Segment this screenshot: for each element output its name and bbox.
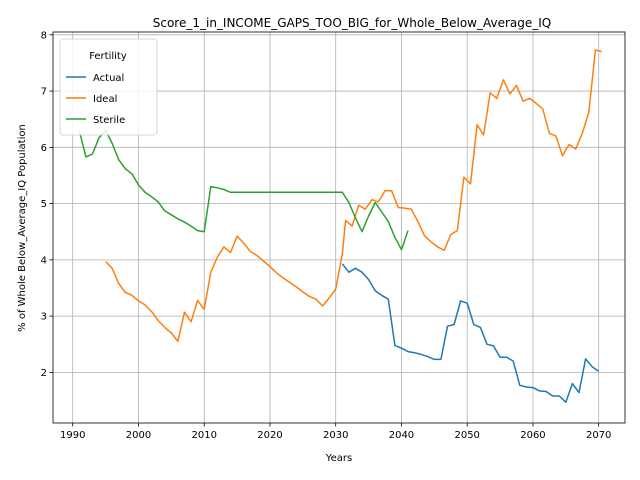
series-line-ideal [105, 49, 603, 343]
x-axis-label: Years [325, 453, 352, 464]
legend-box [59, 38, 158, 136]
series-lines [78, 49, 603, 403]
x-tick-label: 2010 [191, 430, 216, 441]
legend-label-ideal: Ideal [93, 94, 117, 105]
legend-label-actual: Actual [93, 73, 124, 84]
series-line-sterile [78, 129, 409, 251]
x-tick-label: 2040 [389, 430, 414, 441]
y-tick-label: 7 [41, 87, 47, 98]
y-tick-label: 2 [41, 368, 47, 379]
chart-title: Score_1_in_INCOME_GAPS_TOO_BIG_for_Whole… [153, 16, 552, 30]
y-tick-label: 5 [41, 199, 47, 210]
legend: Fertility Actual Ideal Sterile [59, 38, 158, 136]
y-tick-label: 3 [41, 312, 47, 323]
legend-items: Actual Ideal Sterile [66, 73, 125, 126]
y-tick-label: 8 [41, 30, 47, 41]
x-tick-label: 2060 [520, 430, 545, 441]
y-axis-ticks: 2 3 4 5 6 7 8 [41, 30, 53, 379]
legend-title: Fertility [89, 51, 127, 62]
x-axis-ticks: 1990 2000 2010 2020 2030 2040 2050 2060 2070 [60, 423, 611, 441]
legend-label-sterile: Sterile [93, 115, 125, 126]
plot-frame [52, 31, 626, 424]
y-tick-label: 6 [41, 143, 47, 154]
x-tick-label: 2070 [586, 430, 611, 441]
y-axis-label: % of Whole Below_Average_IQ Population [17, 124, 28, 332]
x-tick-label: 1990 [60, 430, 85, 441]
y-tick-label: 4 [41, 255, 47, 266]
series-line-actual [341, 263, 600, 403]
x-tick-label: 2050 [454, 430, 479, 441]
grid-lines [53, 32, 625, 423]
x-tick-label: 2030 [323, 430, 348, 441]
x-tick-label: 2000 [126, 430, 151, 441]
x-tick-label: 2020 [257, 430, 282, 441]
